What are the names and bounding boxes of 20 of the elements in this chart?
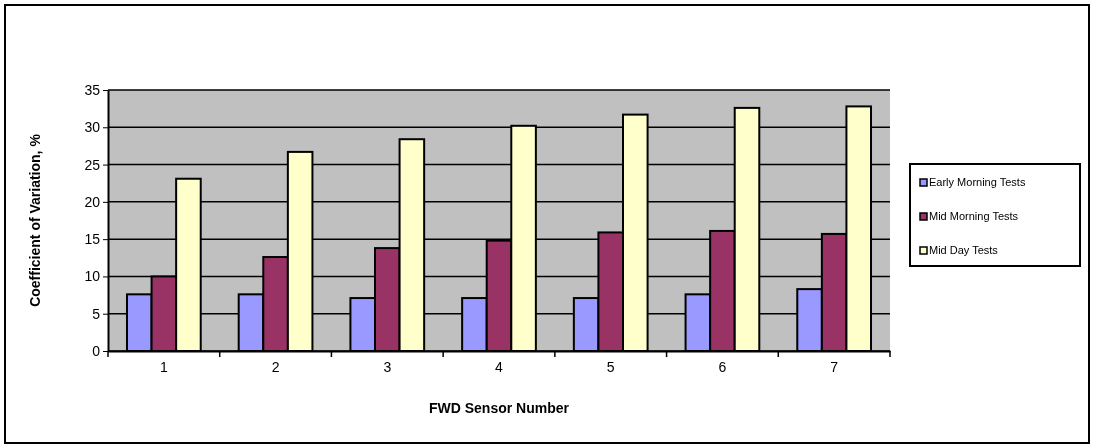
legend-label: Early Morning Tests (929, 176, 1026, 188)
legend-label: Mid Day Tests (929, 244, 999, 256)
y-tick-label: 35 (84, 81, 101, 98)
y-tick-label: 20 (84, 193, 101, 210)
y-tick-label: 25 (84, 156, 101, 173)
legend-label: Mid Morning Tests (929, 210, 1019, 222)
x-tick-label: 5 (606, 359, 615, 376)
y-tick-label: 10 (84, 268, 101, 285)
x-tick-label: 1 (159, 359, 168, 376)
x-tick-label: 7 (830, 359, 839, 376)
y-axis-title: Coefficient of Variation, % (27, 133, 43, 307)
x-axis-title: FWD Sensor Number (428, 400, 570, 416)
x-tick-label: 3 (383, 359, 392, 376)
x-tick-label: 6 (718, 359, 727, 376)
y-tick-label: 5 (92, 305, 101, 322)
y-tick-label: 15 (84, 231, 101, 248)
y-tick-label: 0 (92, 342, 101, 359)
x-tick-label: 4 (495, 359, 504, 376)
x-tick-label: 2 (271, 359, 280, 376)
y-tick-label: 30 (84, 119, 101, 136)
